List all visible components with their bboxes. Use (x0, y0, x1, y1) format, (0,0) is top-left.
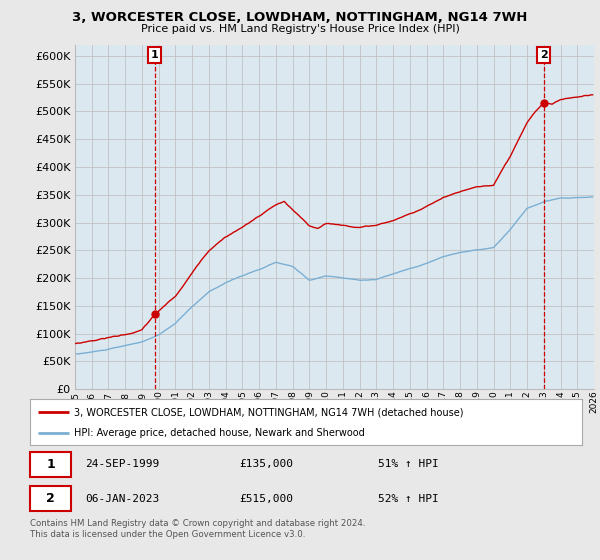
Text: 2: 2 (46, 492, 55, 506)
Text: Price paid vs. HM Land Registry's House Price Index (HPI): Price paid vs. HM Land Registry's House … (140, 24, 460, 34)
Text: 1: 1 (151, 50, 158, 60)
Text: 1: 1 (46, 458, 55, 471)
Text: 06-JAN-2023: 06-JAN-2023 (85, 494, 160, 504)
Text: 24-SEP-1999: 24-SEP-1999 (85, 459, 160, 469)
FancyBboxPatch shape (30, 487, 71, 511)
Text: 52% ↑ HPI: 52% ↑ HPI (378, 494, 439, 504)
Text: 2: 2 (540, 50, 548, 60)
Text: 3, WORCESTER CLOSE, LOWDHAM, NOTTINGHAM, NG14 7WH: 3, WORCESTER CLOSE, LOWDHAM, NOTTINGHAM,… (73, 11, 527, 24)
Text: £515,000: £515,000 (240, 494, 294, 504)
Text: 3, WORCESTER CLOSE, LOWDHAM, NOTTINGHAM, NG14 7WH (detached house): 3, WORCESTER CLOSE, LOWDHAM, NOTTINGHAM,… (74, 407, 464, 417)
Text: £135,000: £135,000 (240, 459, 294, 469)
Text: HPI: Average price, detached house, Newark and Sherwood: HPI: Average price, detached house, Newa… (74, 428, 365, 438)
FancyBboxPatch shape (30, 452, 71, 477)
Text: Contains HM Land Registry data © Crown copyright and database right 2024.
This d: Contains HM Land Registry data © Crown c… (30, 519, 365, 539)
Text: 51% ↑ HPI: 51% ↑ HPI (378, 459, 439, 469)
